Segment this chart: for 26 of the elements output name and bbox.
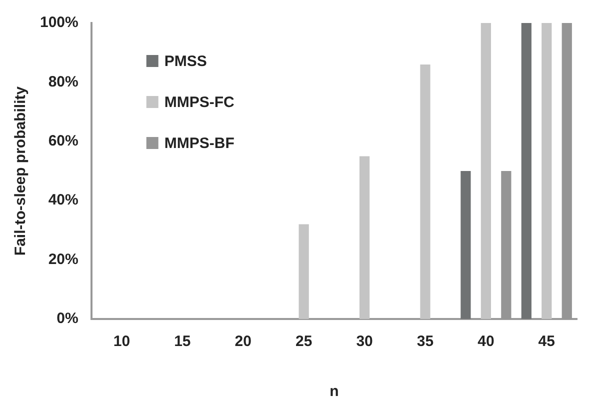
x-tick-label: 25 <box>295 333 312 350</box>
x-tick-label: 10 <box>113 333 130 350</box>
y-tick-label: 100% <box>40 14 78 32</box>
x-tick-label: 45 <box>538 333 555 350</box>
bar <box>420 64 430 319</box>
x-tick-label: 35 <box>416 333 434 350</box>
bar <box>521 23 532 319</box>
bar <box>359 156 370 319</box>
x-tick-label: 30 <box>356 333 373 350</box>
x-axis-title: n <box>330 383 339 400</box>
y-axis-title: Fail-to-sleep probability <box>12 86 30 256</box>
y-tick-label: 20% <box>48 250 78 268</box>
bar <box>298 224 309 319</box>
legend-label: MMPS-BF <box>164 135 234 152</box>
bar <box>480 23 491 319</box>
y-tick-label: 0% <box>56 310 78 328</box>
y-tick-label: 60% <box>48 132 78 150</box>
x-tick-label: 40 <box>478 333 494 350</box>
legend-label: PMSS <box>164 53 207 70</box>
bar <box>542 23 552 319</box>
legend-label: MMPS-FC <box>164 94 235 112</box>
y-tick-label: 80% <box>48 73 78 90</box>
x-tick-label: 15 <box>174 333 191 350</box>
x-tick-label: 20 <box>234 333 252 350</box>
bar <box>460 171 471 319</box>
y-tick-label: 40% <box>48 192 78 209</box>
